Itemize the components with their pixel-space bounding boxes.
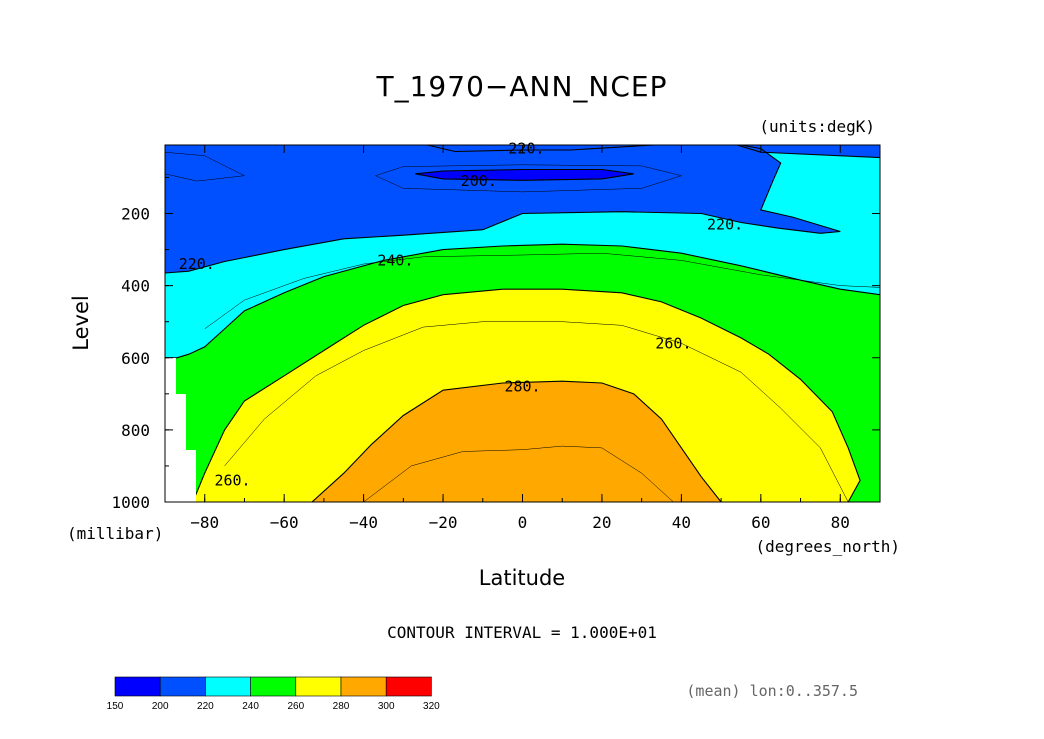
x-tick-label: 60: [751, 513, 770, 532]
contour-lines: [165, 145, 880, 502]
units-label: (units:degK): [759, 117, 875, 136]
missing-data-region: [165, 358, 196, 502]
colorbar-label: 260: [287, 701, 304, 712]
colorbar-label: 220: [197, 701, 214, 712]
contour-label: 220.: [707, 215, 743, 233]
contour-label: 240.: [377, 251, 413, 269]
y-axis-title: Level: [69, 295, 93, 350]
x-axis: −80 −60 −40 −20 0 20 40 60 80: [164, 145, 881, 532]
colorbar-label: 320: [423, 701, 440, 712]
y-tick-label: 200: [121, 205, 150, 224]
y-tick-label: 1000: [111, 493, 150, 512]
y-axis: 200 400 600 800 1000: [111, 176, 880, 512]
contour-line-t260: [192, 288, 861, 502]
contour-label: 220.: [508, 140, 544, 158]
x-tick-label: −60: [270, 513, 299, 532]
contour-line-t220-stratosphere: [427, 145, 654, 153]
x-tick-label: 80: [831, 513, 850, 532]
fill-150-200: [415, 169, 634, 181]
x-axis-title: Latitude: [479, 566, 565, 590]
contour-interval-text: CONTOUR INTERVAL = 1.000E+01: [387, 623, 657, 642]
contour-thin-line: [363, 445, 674, 502]
colorbar-label: 150: [107, 701, 124, 712]
x-tick-label: −40: [349, 513, 378, 532]
chart-title: T_1970−ANN_NCEP: [376, 70, 668, 103]
footnote: (mean) lon:0..357.5: [686, 682, 858, 700]
contour-label: 280.: [504, 378, 540, 396]
colorbar-segment: [205, 676, 251, 697]
x-tick-label: 0: [518, 513, 528, 532]
contour-line-t240: [165, 243, 880, 359]
x-tick-label: −80: [190, 513, 219, 532]
colorbar-segment: [159, 676, 206, 697]
colorbar-label: 240: [242, 701, 259, 712]
colorbar-segment: [295, 676, 342, 697]
contour-thin-line: [204, 252, 880, 330]
fill-280-300: [312, 381, 722, 502]
contour-label: 200.: [461, 172, 497, 190]
contour-line-t280: [311, 380, 722, 502]
contour-label: 260.: [214, 471, 250, 489]
fill-200-220-blob: [737, 145, 880, 158]
colorbar-segment: [340, 676, 387, 697]
y-tick-label: 400: [121, 277, 150, 296]
x-tick-label: −20: [429, 513, 458, 532]
x-tick-label: 20: [592, 513, 611, 532]
colorbar: 150 200 220 240 260 280 300 320: [107, 676, 440, 712]
y-units-label: (millibar): [67, 524, 163, 543]
contour-thin-ring: [375, 164, 683, 193]
contour-fills: [165, 145, 880, 502]
colorbar-label: 200: [152, 701, 169, 712]
fill-200-220: [165, 145, 841, 273]
y-tick-label: 600: [121, 349, 150, 368]
contour-label: 260.: [655, 334, 691, 352]
contour-labels: 220. 200. 220. 220. 240. 260. 280. 260.: [179, 140, 743, 490]
contour-label: 220.: [179, 255, 215, 273]
y-tick-label: 800: [121, 421, 150, 440]
contour-thin-left: [165, 151, 246, 182]
colorbar-label: 300: [378, 701, 395, 712]
x-tick-label: 40: [672, 513, 691, 532]
colorbar-segment: [114, 676, 161, 697]
colorbar-segment: [250, 676, 297, 697]
contour-thin-line: [224, 321, 849, 502]
x-units-label: (degrees_north): [756, 537, 901, 556]
colorbar-label: 280: [333, 701, 350, 712]
contour-line-t220-main: [165, 145, 841, 274]
colorbar-segment: [385, 676, 432, 697]
contour-line-t200: [415, 168, 634, 181]
